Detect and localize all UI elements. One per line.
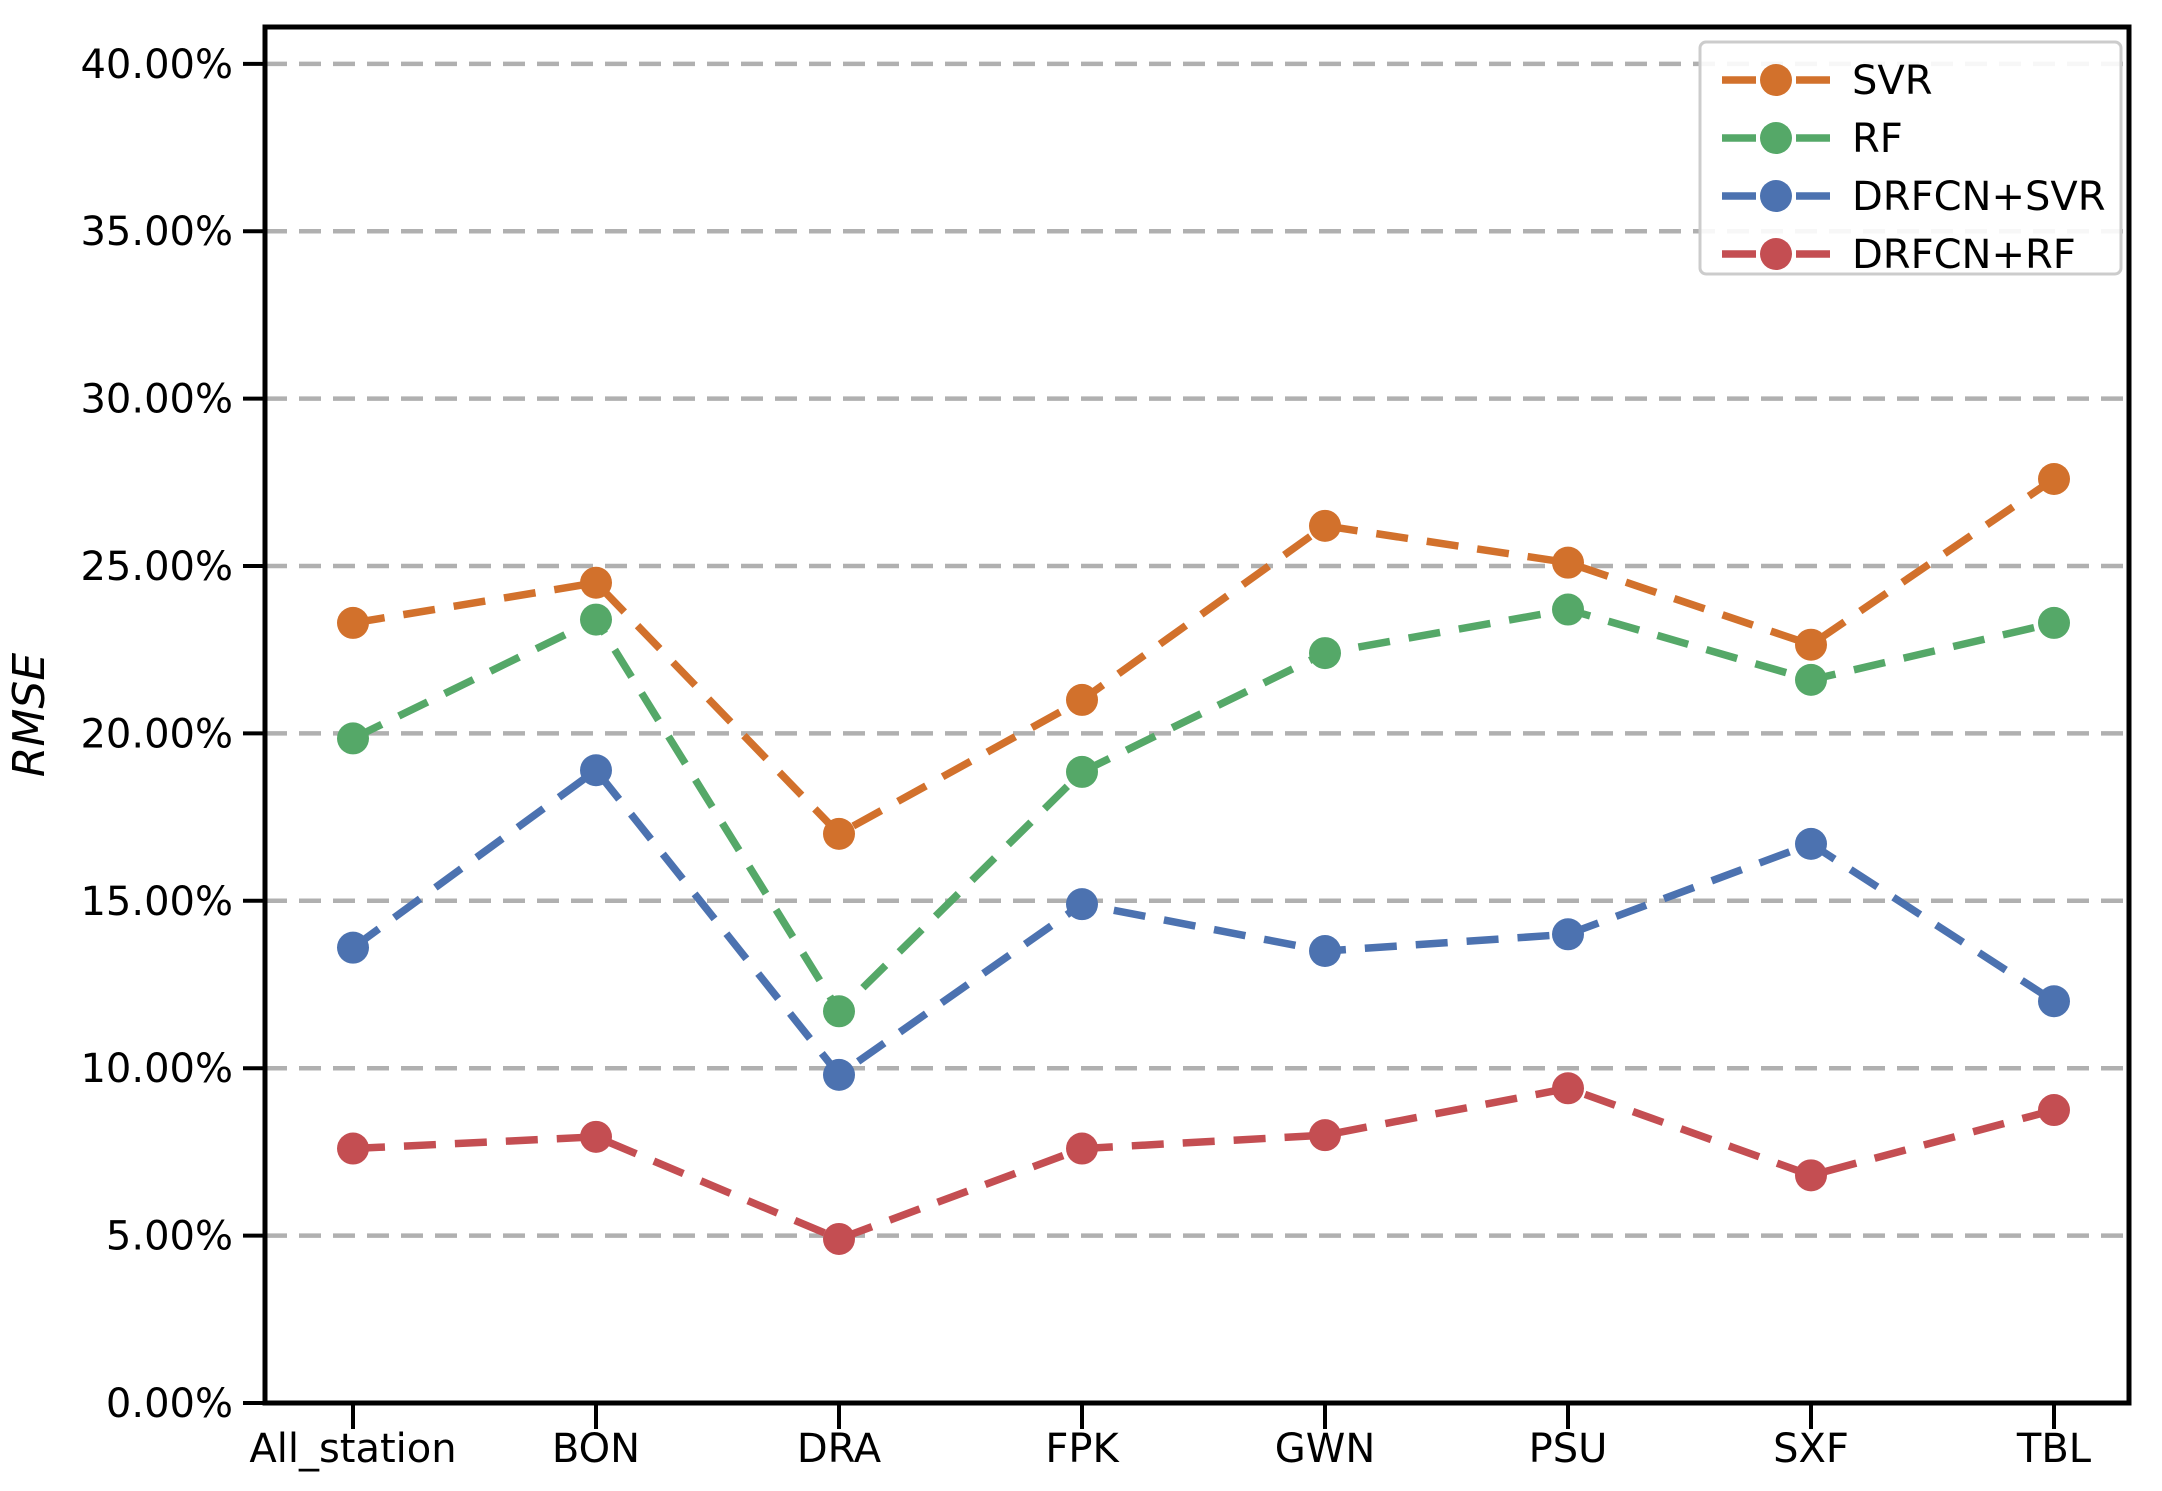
series-marker-DRFCN+RF bbox=[580, 1120, 612, 1153]
x-tick-label: All_station bbox=[249, 1426, 456, 1472]
series-marker-RF bbox=[1066, 755, 1098, 788]
series-marker-DRFCN+RF bbox=[1309, 1119, 1341, 1152]
x-tick-label: TBL bbox=[2016, 1426, 2092, 1472]
series-marker-DRFCN+RF bbox=[1066, 1132, 1098, 1165]
legend-label-SVR: SVR bbox=[1852, 58, 1933, 104]
series-marker-SVR bbox=[2038, 462, 2070, 495]
y-tick-label: 35.00% bbox=[80, 209, 233, 255]
x-tick-label: PSU bbox=[1529, 1426, 1608, 1472]
series-marker-RF bbox=[823, 995, 855, 1028]
series-marker-RF bbox=[1795, 663, 1827, 696]
series-marker-SVR bbox=[337, 606, 369, 639]
y-tick-label: 30.00% bbox=[80, 377, 233, 423]
series-marker-DRFCN+SVR bbox=[823, 1058, 855, 1091]
series-marker-DRFCN+SVR bbox=[1552, 918, 1584, 951]
legend-label-DRFCN+SVR: DRFCN+SVR bbox=[1852, 174, 2106, 220]
series-marker-DRFCN+SVR bbox=[1795, 827, 1827, 860]
series-line-DRFCN+SVR bbox=[350, 766, 2057, 1079]
series-marker-RF bbox=[2038, 606, 2070, 639]
legend-marker bbox=[1760, 238, 1792, 270]
legend-label-RF: RF bbox=[1852, 116, 1903, 162]
series-marker-DRFCN+SVR bbox=[2038, 985, 2070, 1018]
series-marker-SVR bbox=[580, 566, 612, 599]
x-tick-label: BON bbox=[552, 1426, 640, 1472]
series-marker-DRFCN+RF bbox=[1795, 1159, 1827, 1192]
series-marker-SVR bbox=[1066, 683, 1098, 716]
series-marker-DRFCN+SVR bbox=[1309, 935, 1341, 968]
series-marker-SVR bbox=[1552, 546, 1584, 579]
series-marker-DRFCN+SVR bbox=[580, 754, 612, 787]
series-marker-RF bbox=[580, 603, 612, 636]
legend-label-DRFCN+RF: DRFCN+RF bbox=[1852, 232, 2076, 278]
y-tick-label: 15.00% bbox=[80, 879, 233, 925]
legend-marker bbox=[1760, 180, 1792, 212]
series-marker-DRFCN+RF bbox=[337, 1132, 369, 1165]
series-marker-RF bbox=[1552, 593, 1584, 626]
series-marker-SVR bbox=[823, 817, 855, 850]
series-line-DRFCN+RF bbox=[352, 1084, 2055, 1243]
plot-border bbox=[262, 24, 2132, 1406]
series-marker-DRFCN+SVR bbox=[1066, 888, 1098, 921]
y-tick-label: 40.00% bbox=[80, 42, 233, 88]
y-tick-label: 10.00% bbox=[80, 1046, 233, 1092]
y-tick-label: 25.00% bbox=[80, 544, 233, 590]
y-tick-label: 20.00% bbox=[80, 711, 233, 757]
series-marker-DRFCN+RF bbox=[1552, 1072, 1584, 1105]
series-marker-SVR bbox=[1309, 509, 1341, 542]
x-tick-label: DRA bbox=[797, 1426, 882, 1472]
series-marker-RF bbox=[337, 722, 369, 755]
x-tick-label: FPK bbox=[1045, 1426, 1120, 1472]
series-marker-RF bbox=[1309, 637, 1341, 670]
series-marker-DRFCN+RF bbox=[823, 1222, 855, 1255]
x-tick-label: SXF bbox=[1773, 1426, 1849, 1472]
legend-marker bbox=[1760, 64, 1792, 96]
y-tick-label: 0.00% bbox=[106, 1381, 233, 1427]
x-tick-label: GWN bbox=[1275, 1426, 1375, 1472]
legend-box bbox=[1698, 40, 2123, 276]
legend-marker bbox=[1760, 122, 1792, 154]
y-axis-label: RMSE bbox=[4, 653, 55, 777]
series-marker-SVR bbox=[1795, 628, 1827, 661]
series-marker-DRFCN+SVR bbox=[337, 931, 369, 964]
y-tick-label: 5.00% bbox=[106, 1214, 233, 1260]
series-line-RF bbox=[351, 605, 2055, 1016]
series-line-SVR bbox=[352, 475, 2057, 838]
series-marker-DRFCN+RF bbox=[2038, 1094, 2070, 1127]
